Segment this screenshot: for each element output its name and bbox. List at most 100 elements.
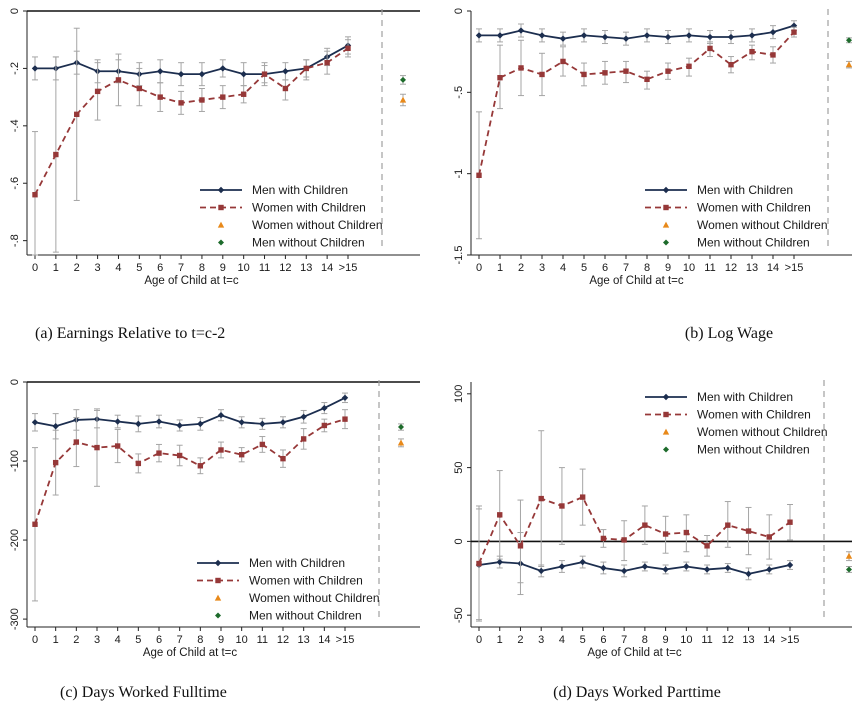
data-point [282, 68, 289, 75]
data-point [259, 420, 266, 428]
data-point [52, 459, 59, 466]
x-tick-label: 10 [683, 262, 695, 274]
legend-label: Men without Children [249, 609, 362, 623]
x-tick-label: 14 [318, 634, 330, 646]
x-tick-label: 0 [476, 262, 482, 274]
x-tick-label: 13 [742, 634, 754, 646]
data-point [496, 32, 504, 39]
x-axis-title: Age of Child at t=c [589, 275, 684, 287]
series-line [479, 24, 795, 40]
y-tick-label: 0 [9, 8, 21, 14]
series-women-with-children [32, 27, 351, 256]
legend-label: Women with Children [697, 201, 811, 215]
data-point [94, 444, 100, 451]
data-point [32, 521, 38, 527]
y-tick-label: 0 [453, 538, 465, 544]
data-point [600, 535, 607, 542]
y-tick-label: -1.5 [453, 246, 465, 265]
data-point [602, 70, 608, 76]
legend-marker [663, 411, 669, 418]
data-point [581, 71, 587, 78]
data-point [791, 29, 797, 35]
x-tick-label: 4 [115, 262, 121, 274]
data-point [397, 439, 405, 446]
legend-marker [218, 204, 224, 211]
legend-label: Women with Children [252, 201, 366, 215]
data-point [157, 68, 164, 75]
panel-caption: (d) Days Worked Parttime [553, 684, 721, 701]
x-axis-title: Age of Child at t=c [143, 647, 238, 659]
data-point [727, 33, 735, 41]
legend-label: Women without Children [252, 218, 383, 232]
x-tick-label: >15 [339, 262, 358, 274]
data-point [135, 460, 142, 467]
legend-marker [217, 221, 225, 228]
data-point [558, 563, 566, 570]
panel-caption: (a) Earnings Relative to t=c-2 [35, 325, 225, 342]
data-point [400, 76, 406, 83]
x-tick-label: 0 [476, 634, 482, 646]
series-men-with-children [31, 36, 352, 87]
x-tick-label: 13 [298, 634, 310, 646]
x-tick-label: 4 [115, 634, 121, 646]
x-tick-label: 1 [497, 634, 503, 646]
x-tick-label: 14 [763, 634, 775, 646]
data-point [280, 455, 286, 462]
data-point [32, 192, 38, 198]
y-tick-label: -.4 [9, 119, 21, 132]
legend-label: Men without Children [697, 236, 810, 250]
data-point [601, 33, 609, 41]
data-point [559, 35, 567, 42]
y-tick-label: -300 [9, 608, 21, 630]
legend-marker [217, 186, 225, 194]
data-point [279, 419, 287, 426]
x-tick-label: 8 [199, 262, 205, 274]
x-axis-title: Age of Child at t=c [144, 275, 239, 287]
legend-marker [663, 204, 669, 211]
legend-label: Men without Children [252, 236, 365, 250]
legend-label: Women without Children [697, 425, 828, 439]
legend-label: Women without Children [697, 218, 828, 232]
x-tick-label: 3 [95, 262, 101, 274]
legend-marker [214, 559, 222, 567]
y-tick-label: -1 [453, 169, 465, 179]
y-tick-label: -200 [9, 529, 21, 551]
legend-marker [215, 612, 221, 619]
data-point [218, 447, 224, 453]
x-tick-label: 0 [32, 634, 38, 646]
data-point [538, 495, 544, 502]
data-point [303, 65, 309, 72]
data-point [662, 531, 669, 537]
data-point [31, 419, 39, 426]
x-tick-label: 8 [642, 634, 648, 646]
panel-a: 0-.2-.4-.6-.80 1 2 3 4 5 6 7 8 9 10 11 12 13 14 >15Age … [9, 8, 420, 342]
panel-caption: (b) Log Wage [685, 325, 773, 342]
legend-marker [662, 428, 670, 435]
point-women-without-children [399, 93, 407, 107]
data-point [560, 58, 566, 65]
x-tick-label: 12 [279, 262, 291, 274]
series-women-with-children [32, 408, 348, 602]
data-point [282, 85, 289, 92]
data-point [197, 420, 204, 428]
x-tick-label: 8 [644, 262, 650, 274]
series-women-with-children [476, 430, 793, 621]
data-point [642, 522, 648, 528]
y-tick-label: 0 [9, 379, 21, 385]
x-tick-label: 12 [725, 262, 737, 274]
data-point [685, 32, 693, 39]
data-point [238, 452, 245, 458]
data-point [683, 529, 690, 536]
panel-caption: (c) Days Worked Fulltime [60, 684, 227, 701]
data-point [155, 418, 163, 425]
data-point [74, 111, 80, 118]
legend: Men with Children Women with Children Wome… [200, 183, 383, 250]
data-point [769, 28, 777, 36]
data-point [497, 74, 503, 81]
data-point [644, 76, 650, 83]
x-tick-label: 2 [517, 634, 523, 646]
legend-marker [663, 446, 669, 453]
legend-marker [662, 393, 670, 401]
